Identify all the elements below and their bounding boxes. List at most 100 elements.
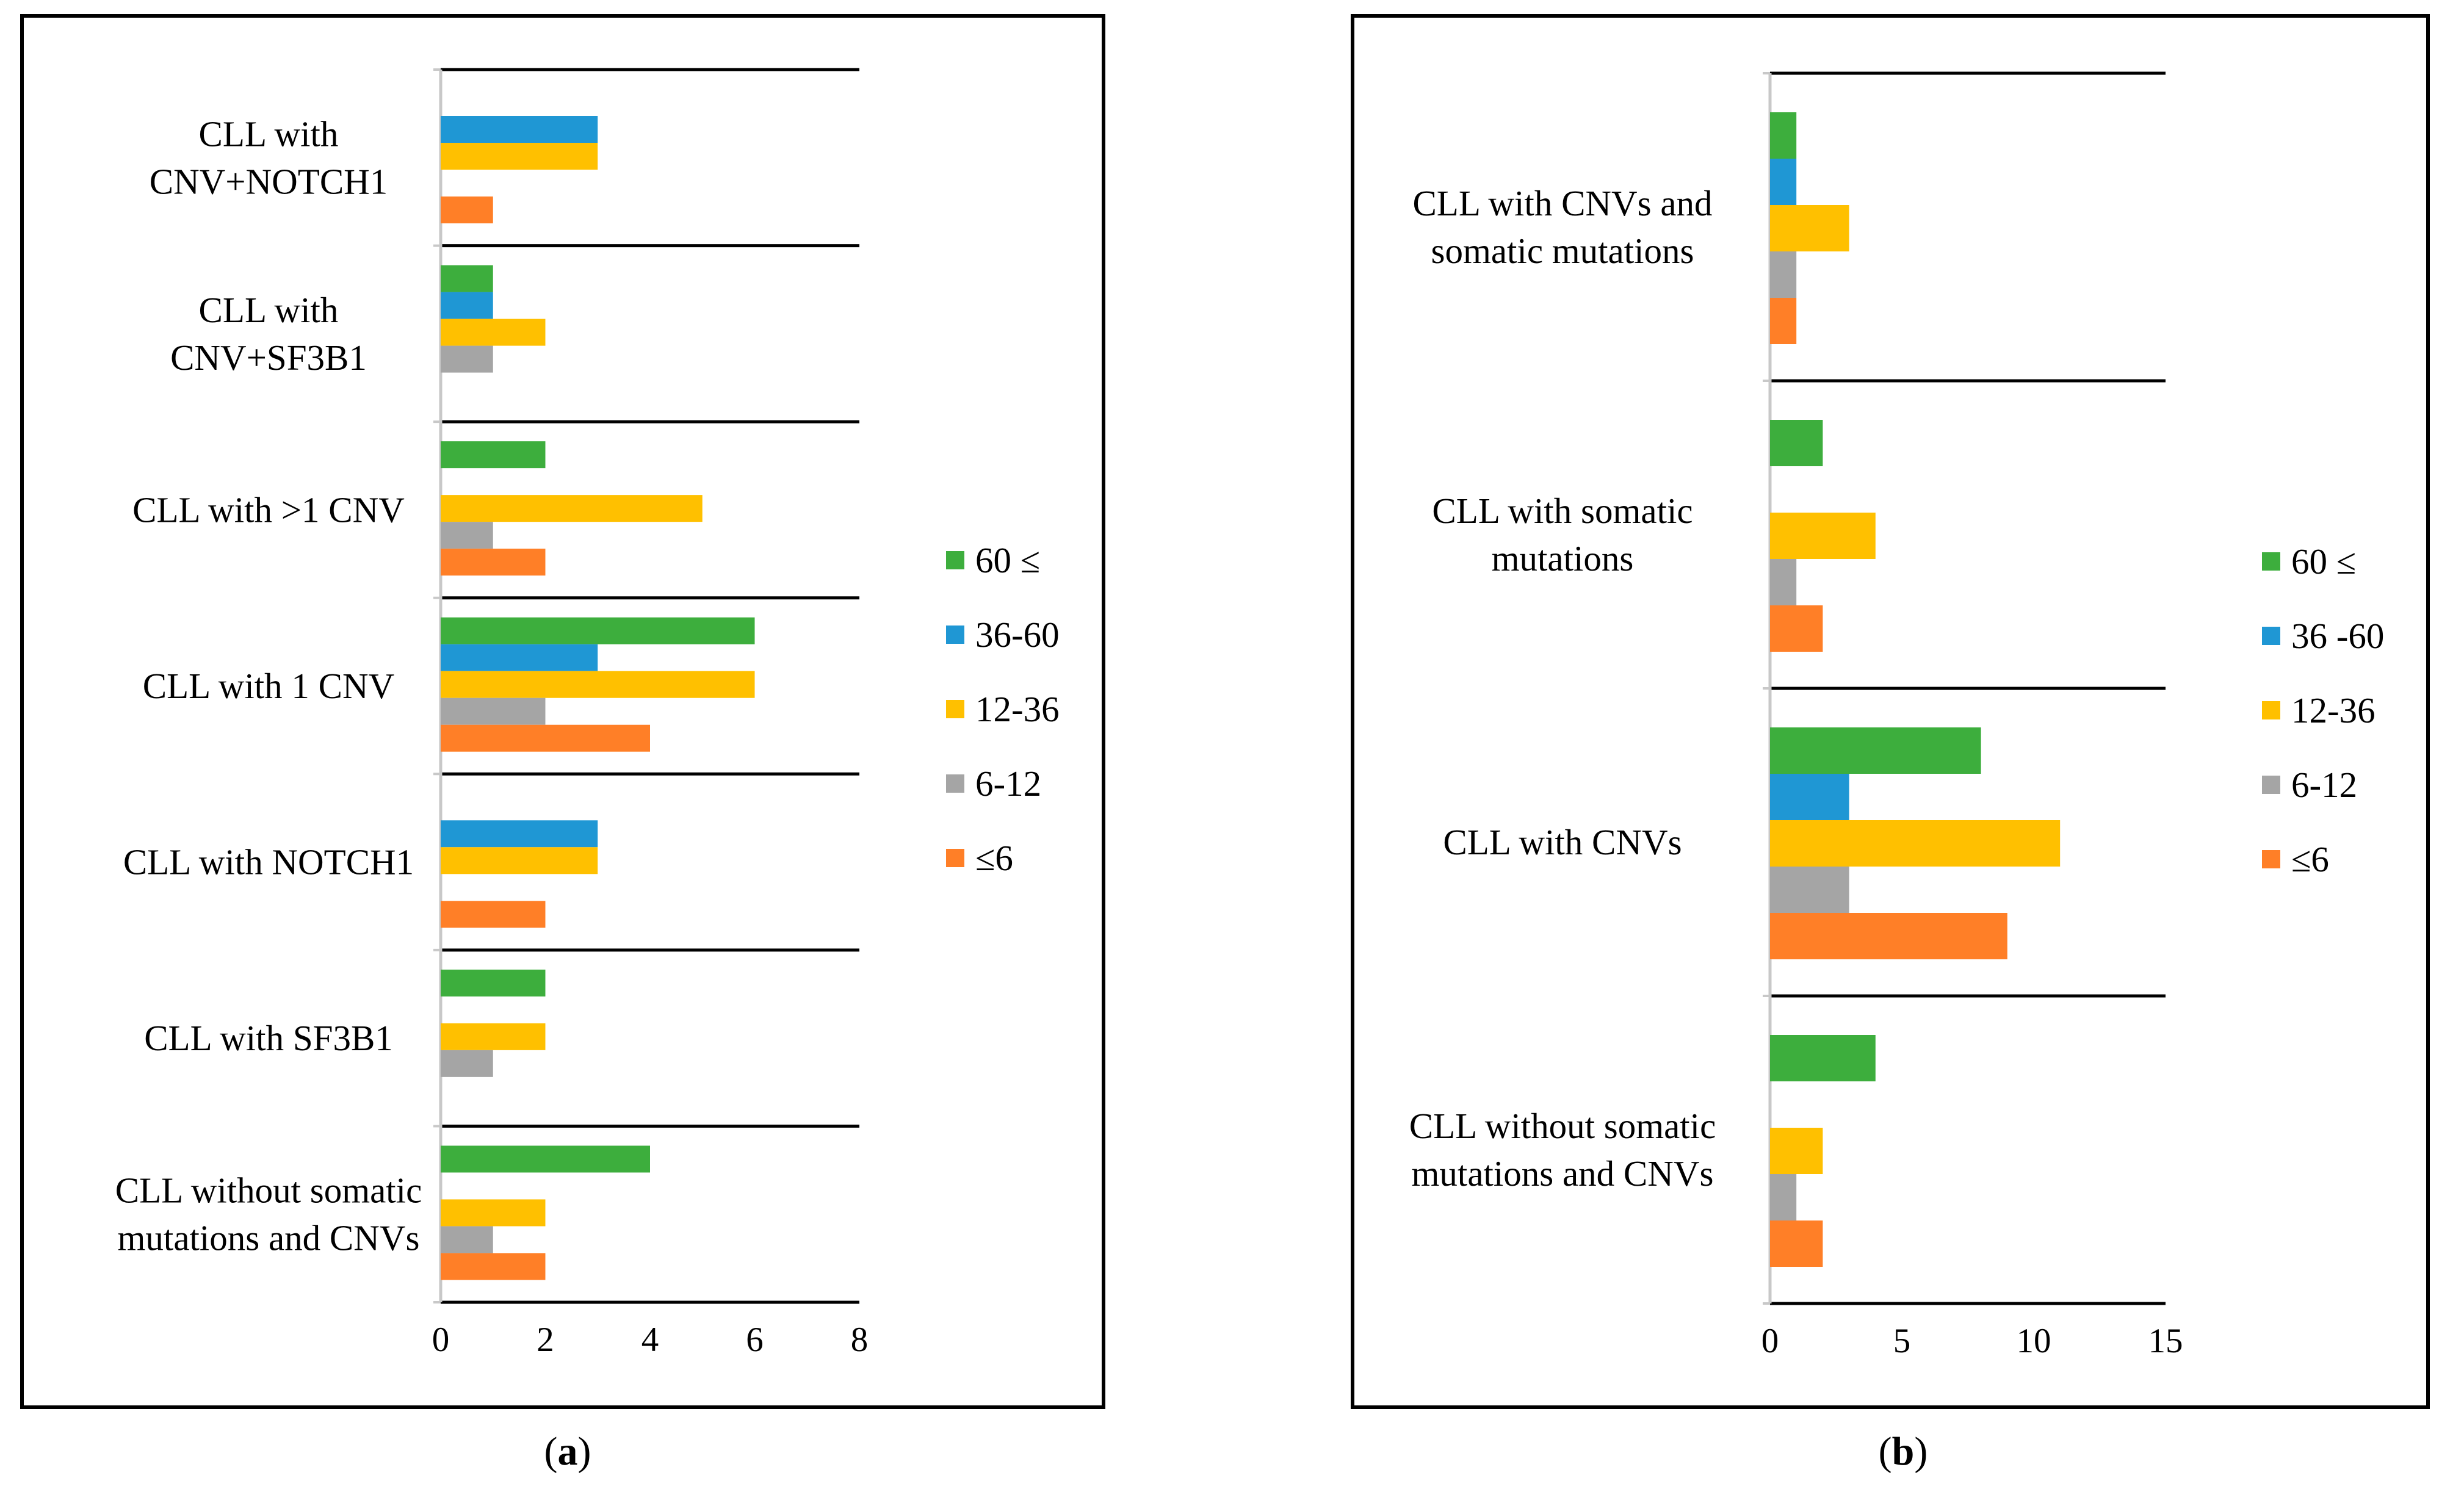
category-label-line: mutations and CNVs (118, 1218, 420, 1258)
category-label: CLL without somatic mutations and CNVs (1409, 1106, 1716, 1194)
panel-label: (b) (1879, 1429, 1928, 1474)
bar--6-0 (1770, 298, 1797, 344)
bar-12-36-1 (441, 319, 546, 346)
bar-6-12-6 (441, 1226, 493, 1253)
category-label: CLL with CNV+NOTCH1 (150, 114, 388, 201)
bar-6-12-2 (441, 522, 493, 549)
category-label-line: CLL with 1 CNV (143, 666, 394, 706)
bar-12-36-6 (441, 1199, 546, 1227)
bar-36-60-2 (1770, 774, 1849, 820)
category-label-line: somatic mutations (1431, 231, 1694, 271)
legend-label: 12-36 (975, 689, 1060, 729)
bar-60--5 (441, 969, 546, 997)
category-label: CLL with SF3B1 (144, 1018, 393, 1058)
category-label-line: CLL with (199, 290, 339, 330)
bar-60--1 (441, 265, 493, 292)
category-label-line: CLL with NOTCH1 (123, 842, 414, 882)
bar-60--3 (1770, 1035, 1876, 1081)
bar-6-12-2 (1770, 867, 1849, 913)
category-label: CLL with somatic mutations (1432, 491, 1693, 579)
legend-label: 6-12 (975, 763, 1041, 804)
x-tick-label: 0 (1761, 1322, 1779, 1360)
panel-label-paren-close: ) (578, 1429, 591, 1474)
bar--6-3 (1770, 1220, 1823, 1267)
bar-12-36-4 (441, 847, 598, 874)
bar-6-12-0 (1770, 251, 1797, 298)
bar--6-0 (441, 196, 493, 223)
category-label-line: CNV+NOTCH1 (150, 161, 388, 201)
category-label: CLL with CNVs and somatic mutations (1412, 183, 1712, 271)
x-tick-label: 4 (641, 1321, 659, 1359)
category-label: CLL with CNVs (1443, 822, 1682, 862)
legend-label: ≤6 (2291, 839, 2329, 879)
category-label-line: mutations and CNVs (1412, 1153, 1714, 1194)
category-label: CLL with NOTCH1 (123, 842, 414, 882)
bar-36-60-3 (441, 644, 598, 671)
legend-label: 60 ≤ (975, 540, 1040, 580)
panel-label: (a) (544, 1429, 591, 1474)
bar-12-36-2 (1770, 820, 2061, 867)
bar-12-36-5 (441, 1023, 546, 1050)
panel-label-paren-close: ) (1914, 1429, 1927, 1474)
legend-label: 12-36 (2291, 690, 2375, 730)
category-label-line: CLL with SF3B1 (144, 1018, 393, 1058)
bar-12-36-1 (1770, 513, 1876, 559)
legend-swatch (2262, 776, 2280, 794)
bar-60--3 (441, 617, 755, 644)
bar--6-2 (441, 549, 546, 576)
bar-6-12-1 (441, 345, 493, 373)
category-label-line: mutations (1492, 538, 1634, 579)
bar-6-12-5 (441, 1050, 493, 1077)
x-tick-label: 8 (851, 1321, 869, 1359)
x-tick-label: 10 (2017, 1322, 2051, 1360)
category-label-line: CLL with (199, 114, 339, 154)
category-label-line: CLL with somatic (1432, 491, 1693, 531)
legend-swatch (946, 774, 964, 793)
bar-12-36-0 (1770, 205, 1849, 251)
bar--6-4 (441, 901, 546, 928)
bar-60--1 (1770, 420, 1823, 466)
legend-swatch (946, 700, 964, 718)
bar--6-3 (441, 724, 650, 752)
x-tick-label: 6 (746, 1321, 764, 1359)
category-label-line: CNV+SF3B1 (170, 337, 367, 378)
legend-label: 36-60 (975, 615, 1060, 655)
bar-12-36-3 (441, 671, 755, 698)
bar-60--0 (1770, 112, 1797, 159)
bar--6-6 (441, 1253, 546, 1280)
bar-12-36-3 (1770, 1128, 1823, 1174)
bar-36-60-0 (441, 116, 598, 143)
bar-60--2 (1770, 727, 1981, 774)
legend-label: 36 -60 (2291, 616, 2384, 656)
bar-6-12-3 (441, 698, 546, 725)
panel-frame (20, 14, 1105, 1409)
x-tick-label: 2 (537, 1321, 554, 1359)
bar-6-12-3 (1770, 1174, 1797, 1220)
category-label-line: CLL with CNVs and (1412, 183, 1712, 223)
bar--6-2 (1770, 913, 2007, 959)
bar-12-36-0 (441, 143, 598, 170)
bar-36-60-4 (441, 820, 598, 848)
category-label: CLL without somatic mutations and CNVs (115, 1170, 422, 1258)
category-label-line: CLL without somatic (115, 1170, 422, 1211)
x-tick-label: 0 (432, 1321, 450, 1359)
legend-swatch (2262, 850, 2280, 868)
legend-swatch (2262, 701, 2280, 719)
legend-swatch (946, 626, 964, 644)
panel-label-paren-open: ( (1879, 1429, 1892, 1474)
bar-6-12-1 (1770, 559, 1797, 605)
category-label-line: CLL with CNVs (1443, 822, 1682, 862)
legend-label: ≤6 (975, 838, 1013, 878)
legend-swatch (946, 551, 964, 569)
legend-swatch (946, 849, 964, 867)
category-label-line: CLL without somatic (1409, 1106, 1716, 1146)
category-label-line: CLL with >1 CNV (132, 489, 405, 530)
panel-label-letter: b (1892, 1429, 1915, 1474)
bar-60--6 (441, 1145, 650, 1173)
legend-swatch (2262, 627, 2280, 645)
bar-12-36-2 (441, 495, 703, 522)
panel-frame (1351, 14, 2430, 1409)
bar-36-60-0 (1770, 159, 1797, 205)
chart-panel-a: CLL with CNV+NOTCH1 CLL with CNV+SF3B1 CLL w… (20, 14, 1105, 1474)
